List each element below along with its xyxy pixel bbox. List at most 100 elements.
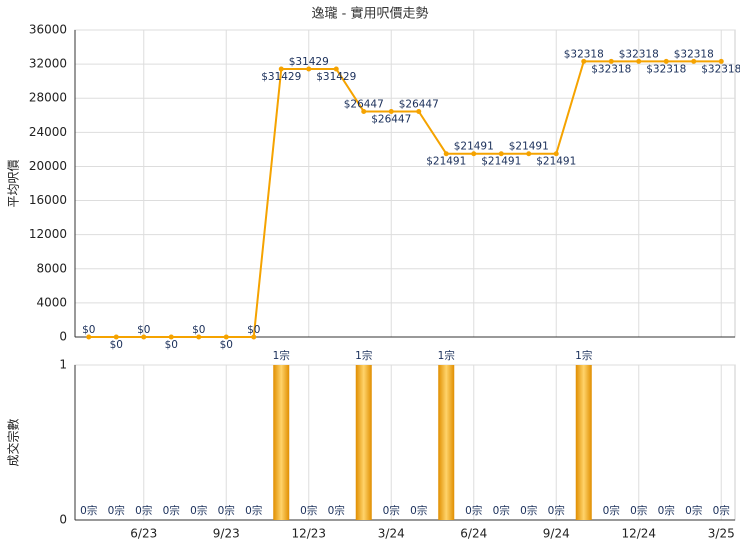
value-label: $32318 bbox=[674, 48, 714, 60]
value-label: $21491 bbox=[426, 156, 466, 168]
point bbox=[663, 58, 669, 64]
value-label: $21491 bbox=[454, 141, 494, 153]
y-tick-label: 16000 bbox=[29, 193, 67, 207]
value-label: 1宗 bbox=[438, 349, 455, 362]
value-label: $0 bbox=[82, 324, 95, 336]
value-label: $21491 bbox=[509, 141, 549, 153]
value-label: 0宗 bbox=[108, 504, 125, 517]
value-label: $32318 bbox=[619, 48, 659, 60]
value-label: $31429 bbox=[261, 71, 301, 83]
point bbox=[113, 334, 119, 340]
y-tick-label: 24000 bbox=[29, 125, 67, 139]
point bbox=[361, 108, 367, 114]
point bbox=[553, 151, 559, 157]
y-tick-label: 0 bbox=[59, 513, 67, 527]
value-label: 0宗 bbox=[685, 504, 702, 517]
value-label: 0宗 bbox=[135, 504, 152, 517]
point bbox=[141, 334, 147, 340]
plot-area bbox=[74, 364, 736, 521]
value-label: $32318 bbox=[701, 63, 740, 75]
value-label: 0宗 bbox=[383, 504, 400, 517]
value-label: $21491 bbox=[536, 156, 576, 168]
plot-area bbox=[74, 29, 736, 338]
value-label: 0宗 bbox=[658, 504, 675, 517]
value-label: 0宗 bbox=[548, 504, 565, 517]
bar bbox=[575, 365, 592, 520]
x-tick-label: 6/24 bbox=[460, 527, 487, 541]
value-label: $31429 bbox=[289, 56, 329, 68]
value-label: $0 bbox=[110, 339, 123, 351]
value-label: 0宗 bbox=[410, 504, 427, 517]
y-tick-label: 1 bbox=[59, 358, 67, 372]
y-tick-label: 28000 bbox=[29, 91, 67, 105]
value-label: 0宗 bbox=[218, 504, 235, 517]
y-tick-label: 8000 bbox=[36, 261, 67, 275]
point bbox=[443, 151, 449, 157]
value-label: 0宗 bbox=[493, 504, 510, 517]
x-tick-label: 9/23 bbox=[213, 527, 240, 541]
x-tick-label: 12/24 bbox=[621, 527, 656, 541]
point bbox=[86, 334, 92, 340]
y-tick-label: 12000 bbox=[29, 227, 67, 241]
x-tick-label: 9/24 bbox=[543, 527, 570, 541]
value-label: $26447 bbox=[399, 98, 439, 110]
chart-title: 逸瓏 - 實用呎價走勢 bbox=[312, 6, 429, 22]
point bbox=[416, 108, 422, 114]
y-tick-label: 36000 bbox=[29, 23, 67, 37]
point bbox=[691, 58, 697, 64]
point bbox=[278, 66, 284, 72]
point bbox=[306, 66, 312, 72]
y-tick-label: 20000 bbox=[29, 159, 67, 173]
value-label: 0宗 bbox=[713, 504, 730, 517]
value-label: 0宗 bbox=[603, 504, 620, 517]
value-label: $0 bbox=[192, 324, 205, 336]
value-label: 0宗 bbox=[80, 504, 97, 517]
point bbox=[196, 334, 202, 340]
point bbox=[223, 334, 229, 340]
value-label: $31429 bbox=[316, 71, 356, 83]
x-tick-label: 3/24 bbox=[378, 527, 405, 541]
value-label: $32318 bbox=[591, 63, 631, 75]
value-label: 0宗 bbox=[300, 504, 317, 517]
price-line bbox=[88, 60, 722, 338]
point bbox=[636, 58, 642, 64]
point bbox=[498, 151, 504, 157]
value-label: 0宗 bbox=[328, 504, 345, 517]
value-label: $0 bbox=[247, 324, 260, 336]
value-label: 0宗 bbox=[465, 504, 482, 517]
x-tick-label: 6/23 bbox=[130, 527, 157, 541]
value-label: 0宗 bbox=[190, 504, 207, 517]
value-label: 0宗 bbox=[245, 504, 262, 517]
point bbox=[526, 151, 532, 157]
point bbox=[581, 58, 587, 64]
y-tick-label: 0 bbox=[59, 330, 67, 344]
value-label: 1宗 bbox=[575, 349, 592, 362]
y-tick-label: 32000 bbox=[29, 57, 67, 71]
y-tick-label: 4000 bbox=[36, 295, 67, 309]
value-label: $21491 bbox=[481, 156, 521, 168]
y-axis-label: 平均呎價 bbox=[7, 159, 21, 207]
bar bbox=[273, 365, 290, 520]
y-axis-label: 成交宗數 bbox=[6, 418, 21, 466]
value-label: $0 bbox=[220, 339, 233, 351]
value-label: $32318 bbox=[646, 63, 686, 75]
x-tick-label: 12/23 bbox=[291, 527, 326, 541]
value-label: 0宗 bbox=[630, 504, 647, 517]
point bbox=[718, 58, 724, 64]
value-label: $26447 bbox=[344, 98, 384, 110]
bar bbox=[438, 365, 455, 520]
value-label: 0宗 bbox=[163, 504, 180, 517]
point bbox=[471, 151, 477, 157]
value-label: 0宗 bbox=[520, 504, 537, 517]
bar bbox=[355, 365, 372, 520]
point bbox=[608, 58, 614, 64]
point bbox=[388, 108, 394, 114]
value-label: $26447 bbox=[371, 113, 411, 125]
x-tick-label: 3/25 bbox=[708, 527, 735, 541]
value-label: 1宗 bbox=[273, 349, 290, 362]
point bbox=[251, 334, 257, 340]
point bbox=[168, 334, 174, 340]
value-label: 1宗 bbox=[355, 349, 372, 362]
value-label: $32318 bbox=[564, 48, 604, 60]
